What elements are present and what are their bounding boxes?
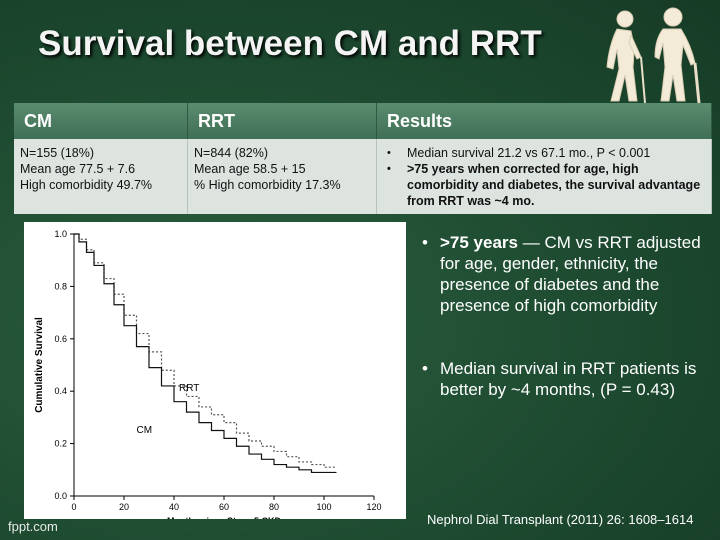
x-tick-label: 60 — [219, 502, 229, 512]
cm-age: Mean age 77.5 + 7.6 — [20, 161, 183, 177]
x-tick-label: 0 — [71, 502, 76, 512]
bullet-icon: • — [387, 161, 391, 177]
elderly-couple-icon — [595, 5, 707, 105]
rrt-comorbidity: % High comorbidity 17.3% — [194, 177, 372, 193]
survival-chart-svg: 0 20 40 60 80 100 120 0.0 0.2 0.4 0.6 0.8 1.0 Months… — [24, 222, 406, 519]
citation: Nephrol Dial Transplant (2011) 26: 1608–… — [427, 512, 693, 527]
cm-count: N=155 (18%) — [20, 145, 183, 161]
cm-comorbidity: High comorbidity 49.7% — [20, 177, 183, 193]
y-tick-label: 0.8 — [54, 281, 67, 291]
x-tick-label: 80 — [269, 502, 279, 512]
y-tick-label: 0.4 — [54, 386, 67, 396]
key-point-1-emphasis: >75 years — [440, 233, 518, 252]
y-tick-label: 1.0 — [54, 229, 67, 239]
result-text: >75 years when corrected for age, high c… — [407, 162, 700, 208]
key-points: • >75 years — CM vs RRT adjusted for age,… — [420, 232, 705, 442]
result-text: Median survival 21.2 vs 67.1 mo., P < 0.… — [407, 146, 650, 160]
bullet-icon: • — [422, 358, 428, 379]
footer-logo: fppt.com — [8, 519, 58, 534]
results-cell: • Median survival 21.2 vs 67.1 mo., P < 0… — [377, 139, 712, 214]
x-axis-label: Months since Stage 5 CKD — [167, 516, 282, 519]
bullet-icon: • — [422, 232, 428, 253]
key-point-2: • Median survival in RRT patients is bett… — [420, 358, 705, 400]
rrt-cell: N=844 (82%) Mean age 58.5 + 15 % High co… — [188, 139, 377, 214]
results-list: • Median survival 21.2 vs 67.1 mo., P < 0… — [383, 145, 707, 209]
y-axis-label: Cumulative Survival — [34, 317, 45, 413]
result-item: • >75 years when corrected for age, high … — [383, 161, 707, 209]
key-point-2-text: Median survival in RRT patients is bette… — [440, 359, 696, 399]
comparison-table: CM RRT Results N=155 (18%) Mean age 77.5… — [14, 103, 712, 214]
header-cm: CM — [14, 103, 188, 139]
x-tick-label: 120 — [366, 502, 381, 512]
header-results: Results — [377, 103, 712, 139]
table-header-row: CM RRT Results — [14, 103, 712, 139]
cm-cell: N=155 (18%) Mean age 77.5 + 7.6 High com… — [14, 139, 188, 214]
series-label-rrt: RRT — [179, 383, 199, 394]
key-point-1: • >75 years — CM vs RRT adjusted for age,… — [420, 232, 705, 316]
series-line-rrt — [74, 234, 337, 467]
x-tick-label: 20 — [119, 502, 129, 512]
slide-title: Survival between CM and RRT — [38, 24, 542, 64]
survival-chart: 0 20 40 60 80 100 120 0.0 0.2 0.4 0.6 0.8 1.0 Months… — [24, 222, 406, 519]
y-tick-label: 0.2 — [54, 439, 67, 449]
rrt-age: Mean age 58.5 + 15 — [194, 161, 372, 177]
series-label-cm: CM — [137, 425, 153, 436]
x-tick-label: 100 — [316, 502, 331, 512]
rrt-count: N=844 (82%) — [194, 145, 372, 161]
header-rrt: RRT — [188, 103, 377, 139]
x-tick-label: 40 — [169, 502, 179, 512]
result-item: • Median survival 21.2 vs 67.1 mo., P < 0… — [383, 145, 707, 161]
table-row: N=155 (18%) Mean age 77.5 + 7.6 High com… — [14, 139, 712, 214]
bullet-icon: • — [387, 145, 391, 161]
series-line-cm — [74, 234, 337, 472]
y-tick-label: 0.0 — [54, 491, 67, 501]
y-tick-label: 0.6 — [54, 334, 67, 344]
